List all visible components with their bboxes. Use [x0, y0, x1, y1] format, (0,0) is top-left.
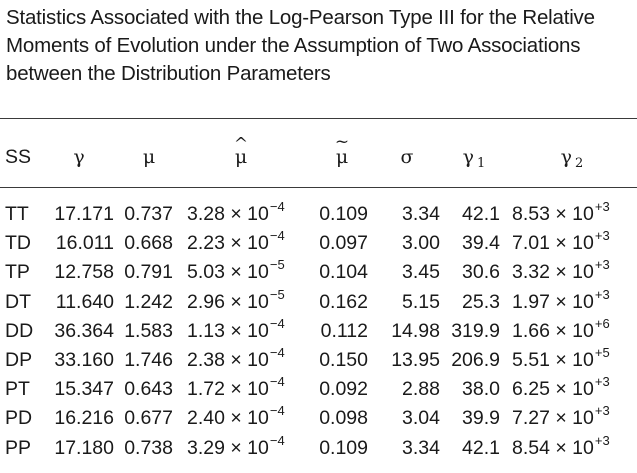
cell-mu: 0.737	[124, 203, 173, 225]
cell-mu: 0.668	[124, 232, 173, 255]
cell-mu-tilde: 0.097	[319, 232, 368, 255]
table-row: DD 36.364 1.583 1.13 × 10−4 0.112 14.98 …	[0, 317, 637, 345]
caption-line-2: Moments of Evolution under the Assumptio…	[6, 34, 581, 57]
cell-mu: 1.242	[124, 290, 173, 313]
cell-mu-hat: 2.38 × 10−4	[187, 345, 285, 371]
cell-sigma: 3.45	[402, 261, 440, 284]
table-row: TP 12.758 0.791 5.03 × 10−5 0.104 3.45 3…	[0, 258, 637, 286]
cell-sigma: 5.15	[402, 290, 440, 313]
cell-mu-hat: 2.40 × 10−4	[187, 403, 285, 430]
caption-line-1: Statistics Associated with the Log-Pears…	[6, 6, 595, 29]
cell-mu: 0.738	[124, 436, 173, 459]
cell-gamma: 17.171	[54, 203, 114, 225]
cell-gamma2: 8.53 × 10+3	[512, 199, 610, 225]
cell-mu-tilde: 0.162	[319, 290, 368, 313]
table-row: PD 16.216 0.677 2.40 × 10−4 0.098 3.04 3…	[0, 404, 637, 432]
top-rule	[0, 118, 637, 119]
cell-gamma1: 42.1	[462, 436, 500, 459]
cell-gamma2: 1.66 × 10+6	[512, 315, 610, 342]
header-mu-tilde: μ	[327, 143, 357, 171]
cell-sigma: 3.34	[402, 436, 440, 459]
cell-mu-hat: 5.03 × 10−5	[187, 257, 285, 284]
table-row: PP 17.180 0.738 3.29 × 10−4 0.109 3.34 4…	[0, 434, 637, 462]
table-row: DT 11.640 1.242 2.96 × 10−5 0.162 5.15 2…	[0, 288, 637, 316]
table-row: TD 16.011 0.668 2.23 × 10−4 0.097 3.00 3…	[0, 229, 637, 257]
table-row: TT 17.171 0.737 3.28 × 10−4 0.109 3.34 4…	[0, 200, 637, 228]
cell-gamma2: 3.32 × 10+3	[512, 257, 610, 284]
cell-mu-hat: 3.28 × 10−4	[187, 199, 285, 225]
table-header: SS γ μ μ μ σ γ1 γ2	[0, 143, 637, 171]
header-rule	[0, 187, 637, 188]
cell-mu-tilde: 0.109	[319, 436, 368, 459]
cell-sigma: 3.04	[402, 407, 440, 430]
cell-sigma: 14.98	[391, 319, 440, 342]
cell-sigma: 3.00	[402, 232, 440, 255]
cell-gamma2: 6.25 × 10+3	[512, 374, 610, 401]
cell-mu: 1.746	[124, 349, 173, 371]
cell-mu-tilde: 0.092	[319, 378, 368, 401]
caption-line-3: between the Distribution Parameters	[6, 62, 331, 85]
cell-gamma: 12.758	[54, 261, 114, 284]
cell-gamma2: 5.51 × 10+5	[512, 345, 610, 371]
cell-gamma1: 42.1	[462, 203, 500, 225]
cell-sigma: 3.34	[402, 203, 440, 225]
header-sigma: σ	[400, 146, 414, 168]
cell-mu-tilde: 0.109	[319, 203, 368, 225]
cell-gamma2: 1.97 × 10+3	[512, 286, 610, 313]
cell-mu-tilde: 0.150	[319, 349, 368, 371]
cell-mu: 1.583	[124, 319, 173, 342]
header-ss: SS	[5, 146, 32, 168]
cell-gamma2: 8.54 × 10+3	[512, 432, 610, 459]
cell-gamma: 11.640	[55, 290, 114, 313]
cell-gamma1: 39.9	[462, 407, 500, 430]
cell-gamma1: 30.6	[462, 261, 500, 284]
cell-ss: TP	[5, 261, 30, 284]
cell-mu-tilde: 0.098	[319, 407, 368, 430]
cell-mu-hat: 2.23 × 10−4	[187, 228, 285, 255]
table-row: DP 33.160 1.746 2.38 × 10−4 0.150 13.95 …	[0, 346, 637, 374]
cell-gamma1: 25.3	[462, 290, 500, 313]
cell-gamma: 17.180	[54, 436, 114, 459]
cell-sigma: 13.95	[391, 349, 440, 371]
cell-ss: PT	[5, 378, 30, 401]
cell-gamma2: 7.01 × 10+3	[512, 228, 610, 255]
cell-gamma1: 38.0	[462, 378, 500, 401]
cell-mu-hat: 3.29 × 10−4	[187, 432, 285, 459]
cell-ss: TT	[5, 203, 29, 225]
cell-ss: PD	[5, 407, 33, 430]
cell-mu-tilde: 0.104	[319, 261, 368, 284]
cell-ss: PP	[5, 436, 32, 459]
table-row: PT 15.347 0.643 1.72 × 10−4 0.092 2.88 3…	[0, 375, 637, 403]
cell-gamma: 33.160	[54, 349, 114, 371]
cell-ss: TD	[5, 232, 31, 255]
cell-mu: 0.643	[124, 378, 173, 401]
cell-mu-hat: 1.13 × 10−4	[187, 315, 285, 342]
cell-gamma2: 7.27 × 10+3	[512, 403, 610, 430]
cell-gamma1: 319.9	[451, 319, 500, 342]
cell-mu-hat: 1.72 × 10−4	[187, 374, 285, 401]
cell-mu-hat: 2.96 × 10−5	[187, 286, 285, 313]
cell-ss: DP	[5, 349, 33, 371]
cell-ss: DT	[5, 290, 31, 313]
cell-gamma: 15.347	[54, 378, 114, 401]
cell-gamma: 16.011	[55, 232, 114, 255]
cell-mu-tilde: 0.112	[320, 319, 368, 342]
cell-gamma1: 206.9	[451, 349, 500, 371]
header-mu-hat: μ	[226, 143, 256, 171]
cell-mu: 0.677	[124, 407, 173, 430]
header-mu: μ	[142, 146, 156, 168]
cell-gamma: 36.364	[54, 319, 114, 342]
header-gamma: γ	[73, 146, 85, 168]
table-caption: Statistics Associated with the Log-Pears…	[6, 4, 631, 88]
cell-mu: 0.791	[124, 261, 173, 284]
cell-ss: DD	[5, 319, 34, 342]
cell-sigma: 2.88	[402, 378, 440, 401]
cell-gamma1: 39.4	[462, 232, 500, 255]
cell-gamma: 16.216	[54, 407, 114, 430]
